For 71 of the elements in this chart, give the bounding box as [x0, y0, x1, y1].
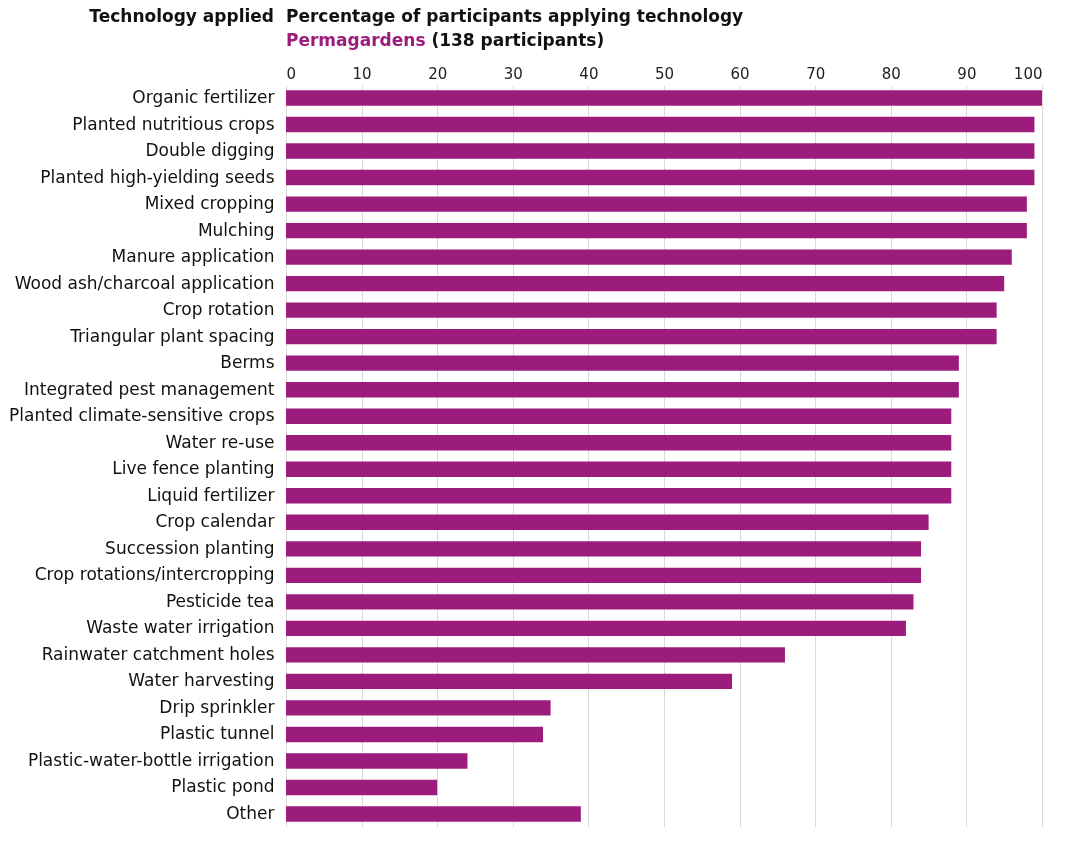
x-tick-label: 100 — [1013, 64, 1043, 83]
y-tick-label: Planted climate-sensitive crops — [8, 405, 275, 426]
bar — [286, 435, 952, 451]
bar — [286, 514, 929, 530]
y-tick-label: Manure application — [111, 246, 275, 267]
y-tick-label: Plastic pond — [171, 776, 275, 797]
bar — [286, 647, 785, 663]
y-tick-label: Rainwater catchment holes — [41, 643, 275, 664]
bar — [286, 461, 952, 477]
bar — [286, 594, 914, 610]
bar — [286, 488, 952, 504]
y-tick-label: Waste water irrigation — [86, 617, 275, 638]
bar — [286, 567, 922, 584]
bar — [286, 355, 959, 371]
y-tick-label: Berms — [220, 352, 275, 373]
y-tick-label: Liquid fertilizer — [147, 484, 275, 505]
y-tick-label: Wood ash/charcoal application — [14, 272, 275, 293]
x-tick-label: 0 — [286, 64, 297, 83]
y-tick-label: Double digging — [145, 140, 275, 161]
y-tick-label: Triangular plant spacing — [69, 325, 275, 346]
x-tick-label: 50 — [654, 64, 675, 83]
y-tick-label: Crop rotation — [162, 299, 275, 320]
y-tick-label: Plastic-water-bottle irrigation — [27, 749, 275, 770]
y-tick-label: Crop rotations/intercropping — [34, 564, 275, 585]
y-tick-label: Planted high-yielding seeds — [40, 166, 275, 187]
y-tick-label: Succession planting — [105, 537, 275, 558]
bar — [286, 382, 959, 398]
y-tick-label: Other — [226, 803, 275, 824]
bar — [286, 673, 733, 690]
bar — [286, 806, 581, 822]
bar — [286, 541, 922, 557]
bar — [286, 143, 1035, 159]
y-tick-label: Pesticide tea — [165, 590, 275, 611]
x-tick-label: 80 — [881, 64, 901, 83]
x-tick-label: 90 — [957, 64, 977, 83]
bar — [286, 196, 1027, 212]
bar — [286, 620, 906, 637]
y-axis-title: Technology applied — [89, 6, 274, 26]
x-tick-label: 40 — [579, 64, 599, 83]
y-tick-label: Drip sprinkler — [159, 696, 275, 717]
bar — [286, 249, 1012, 265]
x-tick-label: 60 — [730, 64, 750, 83]
y-tick-label: Integrated pest management — [24, 378, 275, 399]
x-tick-label: 30 — [503, 64, 523, 83]
text: Permagardens — [286, 30, 426, 50]
bar — [286, 90, 1042, 106]
bar — [286, 222, 1027, 239]
bar — [286, 302, 997, 318]
y-tick-label: Mulching — [197, 219, 275, 240]
x-tick-label: 70 — [806, 64, 826, 83]
bar — [286, 328, 997, 345]
y-tick-label: Water harvesting — [128, 670, 275, 691]
chart-title: Percentage of participants applying technology — [286, 6, 744, 26]
bar — [286, 169, 1035, 186]
y-tick-label: Live fence planting — [112, 458, 275, 479]
y-tick-label: Water re-use — [165, 431, 275, 452]
y-tick-label: Plastic tunnel — [159, 723, 275, 744]
text: (138 participants) — [431, 30, 605, 50]
y-tick-label: Crop calendar — [155, 511, 275, 532]
x-tick-label: 20 — [428, 64, 448, 83]
y-tick-label: Organic fertilizer — [132, 86, 275, 107]
bar — [286, 726, 544, 743]
bar — [286, 116, 1035, 133]
y-tick-label: Planted nutritious crops — [72, 113, 275, 134]
bar — [286, 700, 551, 716]
y-tick-label: Mixed cropping — [144, 193, 275, 214]
bar — [286, 408, 952, 424]
bar — [286, 753, 468, 769]
bar — [286, 275, 1005, 292]
x-tick-label: 10 — [352, 64, 372, 83]
bar — [286, 779, 438, 796]
